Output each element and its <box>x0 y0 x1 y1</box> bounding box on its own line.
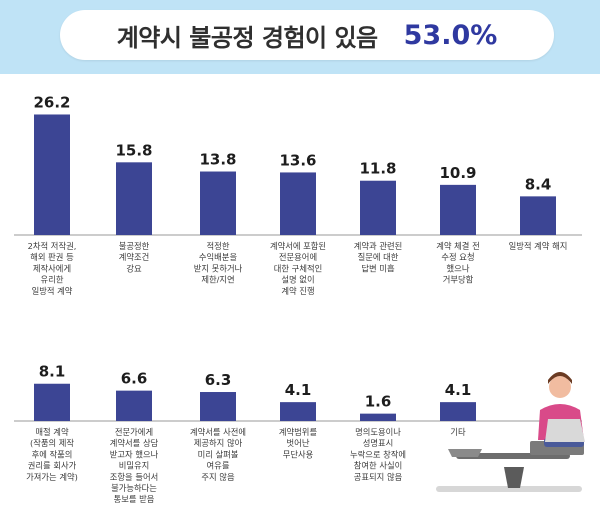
row1-category-label-5: 계약과 관련된 질문에 대한 답변 미흡 <box>354 241 402 273</box>
row1-bar-2 <box>116 162 152 235</box>
row1-value-label-2: 15.8 <box>115 141 152 159</box>
person-head <box>549 376 571 398</box>
row1-value-label-5: 11.8 <box>359 160 396 178</box>
person-hair <box>548 372 572 384</box>
row2-bar-3 <box>200 392 236 421</box>
row1-value-label-3: 13.8 <box>199 151 236 169</box>
row1-bar-3 <box>200 171 236 235</box>
row1-value-label-1: 26.2 <box>33 93 70 111</box>
seesaw-base <box>436 486 582 492</box>
row2-bar-4 <box>280 402 316 421</box>
row1-category-label-2: 불공정한 계약조건 강요 <box>119 241 150 273</box>
row1-category-label-1: 2차적 저작권, 해외 판권 등 제작사에게 유리한 일방적 계약 <box>28 241 77 296</box>
bar-chart-row-2: 8.1 매절 계약 (작품의 제작 후에 작품의 권리를 회사가 가져가는 계약) 6.6 전… <box>14 363 582 504</box>
seesaw-left-plate <box>448 449 482 457</box>
row2-bar-6 <box>440 402 476 421</box>
row1-category-label-6: 계약 체결 전 수정 요청 했으나 거부당함 <box>436 241 479 285</box>
row2-category-label-6: 기타 <box>450 427 466 437</box>
row2-category-label-2: 전문가에게 계약서를 상담 받고자 했으나 비밀유지 조항을 들어서 불가능하다는 통보를 … <box>110 427 159 504</box>
row2-value-label-5: 1.6 <box>365 393 392 411</box>
row2-value-label-4: 4.1 <box>285 381 312 399</box>
title-banner: 계약시 불공정 경험이 있음 53.0% <box>60 10 554 60</box>
row1-value-label-6: 10.9 <box>439 164 476 182</box>
headline-percentage: 53.0% <box>403 19 498 51</box>
row1-bar-5 <box>360 180 396 235</box>
row1-bar-6 <box>440 184 476 235</box>
chart-title: 계약시 불공정 경험이 있음 <box>116 23 378 52</box>
row2-category-label-4: 계약범위를 벗어난 무단사용 <box>279 427 318 459</box>
row1-category-label-3: 적정한 수익배분을 받지 못하거나 제한/지연 <box>194 241 243 285</box>
row1-category-label-4: 계약서에 포함된 전문용어에 대한 구체적인 설명 없이 계약 진행 <box>270 241 326 296</box>
row1-category-label-7: 일방적 계약 해지 <box>509 241 568 251</box>
row2-value-label-1: 8.1 <box>39 363 66 381</box>
row2-category-label-5: 명의도용이나 성명표시 누락으로 창작에 참여한 사실이 공표되지 않음 <box>350 427 406 482</box>
row2-value-label-3: 6.3 <box>205 371 232 389</box>
row1-value-label-7: 8.4 <box>525 175 552 193</box>
row2-bar-1 <box>34 383 70 421</box>
row1-bar-7 <box>520 196 556 235</box>
bar-chart-row-1: 26.2 2차적 저작권, 해외 판권 등 제작사에게 유리한 일방적 계약 15.8 불공정… <box>14 93 582 296</box>
row1-value-label-4: 13.6 <box>279 151 316 169</box>
seesaw-fulcrum <box>504 467 524 488</box>
row1-bar-4 <box>280 172 316 235</box>
row2-category-label-1: 매절 계약 (작품의 제작 후에 작품의 권리를 회사가 가져가는 계약) <box>26 427 78 482</box>
row1-bar-1 <box>34 114 70 235</box>
row2-bar-2 <box>116 390 152 421</box>
row2-value-label-6: 4.1 <box>445 381 472 399</box>
laptop-icon <box>545 419 585 442</box>
row2-category-label-3: 계약서를 사전에 제공하지 않아 미리 살펴볼 여유를 주지 않음 <box>190 427 246 482</box>
person-with-laptop-on-seesaw-illustration <box>436 372 585 492</box>
row2-bar-5 <box>360 413 396 421</box>
row2-value-label-2: 6.6 <box>121 370 148 388</box>
